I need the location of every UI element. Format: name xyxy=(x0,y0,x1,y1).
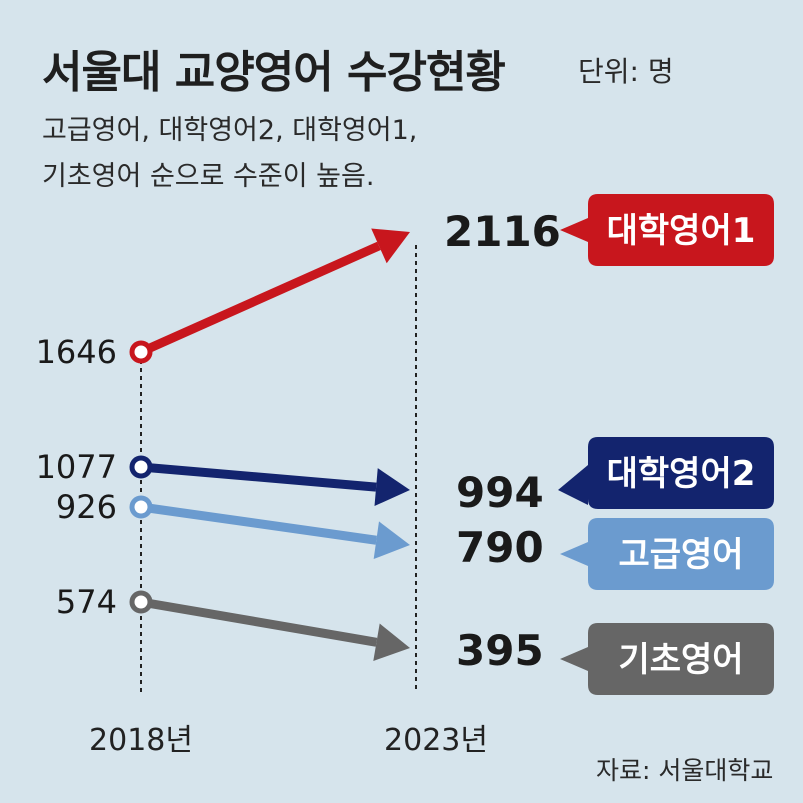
basic-english-end-label: 395 xyxy=(456,626,544,675)
basic-english-tag-box xyxy=(560,623,774,695)
unit-label: 단위: 명 xyxy=(578,55,674,88)
univ-english-2-tag-box xyxy=(558,437,774,509)
univ-english-1-tag-label: 대학영어1 xyxy=(607,211,756,251)
advanced-english-tag-box xyxy=(560,518,774,590)
univ-english-2-start-label: 1077 xyxy=(36,448,117,486)
univ-english-1-arrowhead xyxy=(371,228,410,264)
advanced-english-arrowhead xyxy=(373,521,410,560)
advanced-english-start-point xyxy=(129,495,153,519)
advanced-english-line xyxy=(140,502,377,545)
advanced-english-start-label: 926 xyxy=(56,488,117,526)
basic-english-arrowhead xyxy=(373,623,410,661)
univ-english-1-tag-box xyxy=(560,194,774,266)
advanced-english-tag-label: 고급영어 xyxy=(618,535,743,575)
univ-english-1-start-label: 1646 xyxy=(36,333,117,371)
basic-english-line xyxy=(140,597,378,647)
univ-english-1-line xyxy=(139,241,381,357)
basic-english-start-label: 574 xyxy=(56,583,117,621)
x-tick-2023: 2023년 xyxy=(384,723,488,758)
basic-english-start-point xyxy=(129,590,153,614)
basic-english-tag-label: 기초영어 xyxy=(618,640,743,680)
univ-english-2-line xyxy=(140,462,377,492)
univ-english-1-start-point xyxy=(129,340,153,364)
x-tick-2018: 2018년 xyxy=(89,723,193,758)
chart-title: 서울대 교양영어 수강현황 xyxy=(42,47,506,98)
univ-english-2-arrowhead xyxy=(374,468,410,507)
advanced-english-end-label: 790 xyxy=(456,523,544,572)
source-label: 자료: 서울대학교 xyxy=(596,756,774,785)
univ-english-1-end-label: 2116 xyxy=(444,207,561,256)
univ-english-2-start-point xyxy=(129,455,153,479)
subtitle-line-2: 기초영어 순으로 수준이 높음. xyxy=(42,161,375,192)
subtitle-line-1: 고급영어, 대학영어2, 대학영어1, xyxy=(42,115,418,146)
univ-english-2-tag-label: 대학영어2 xyxy=(607,454,756,494)
univ-english-2-end-label: 994 xyxy=(456,468,544,517)
